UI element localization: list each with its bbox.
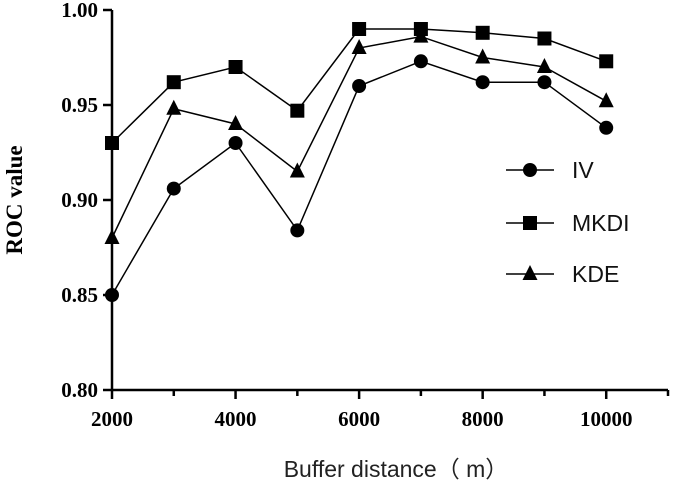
series-line-iv [111, 60, 607, 296]
series-group [104, 22, 614, 302]
data-point-iv [228, 136, 243, 150]
data-point-kde [475, 48, 491, 64]
legend-label-kde: KDE [572, 261, 619, 287]
data-point-iv [290, 223, 305, 238]
y-tick-label: 0.80 [61, 378, 98, 402]
data-point-iv [537, 75, 552, 90]
data-point-mkdi [228, 60, 243, 74]
x-tick-label: 2000 [91, 407, 133, 431]
data-point-iv [105, 288, 119, 302]
legend-marker-mkdi [523, 216, 537, 230]
x-tick-label: 6000 [338, 407, 380, 431]
legend-label-iv: IV [572, 157, 594, 183]
x-tick-label: 4000 [215, 407, 257, 431]
y-axis-title: ROC value [2, 145, 27, 254]
x-tick-label: 8000 [462, 407, 504, 431]
data-point-kde [598, 92, 614, 108]
data-point-kde [413, 27, 429, 43]
legend-marker-iv [523, 163, 537, 177]
data-point-kde [166, 99, 182, 115]
y-tick-label: 0.85 [61, 283, 98, 307]
data-point-kde [228, 115, 244, 130]
data-point-mkdi [537, 31, 552, 46]
data-point-mkdi [290, 103, 305, 118]
data-point-iv [599, 120, 614, 135]
x-axis-title: Buffer distance（ m） [284, 456, 509, 482]
data-point-kde [536, 58, 552, 73]
data-point-mkdi [166, 75, 181, 90]
data-point-kde [104, 229, 120, 244]
legend-label-mkdi: MKDI [572, 210, 630, 236]
y-tick-label: 1.00 [61, 0, 98, 22]
data-point-mkdi [599, 54, 614, 69]
y-tick-label: 0.95 [61, 93, 98, 117]
data-point-mkdi [475, 25, 490, 40]
data-point-iv [166, 181, 181, 196]
data-point-kde [351, 39, 367, 54]
y-tick-label: 0.90 [61, 188, 98, 212]
data-point-kde [289, 162, 305, 178]
data-point-iv [352, 79, 367, 93]
data-point-mkdi [105, 136, 119, 150]
legend: IV MKDI KDE [506, 157, 630, 287]
axes: 0.80 0.85 0.90 0.95 1.00 2000 4000 6000 8000 1000… [61, 0, 670, 431]
series-line-kde [111, 35, 607, 239]
data-point-iv [413, 54, 428, 69]
legend-marker-kde [522, 265, 538, 280]
data-point-iv [475, 75, 490, 90]
data-point-mkdi [352, 22, 367, 36]
x-tick-label: 10000 [580, 407, 633, 431]
